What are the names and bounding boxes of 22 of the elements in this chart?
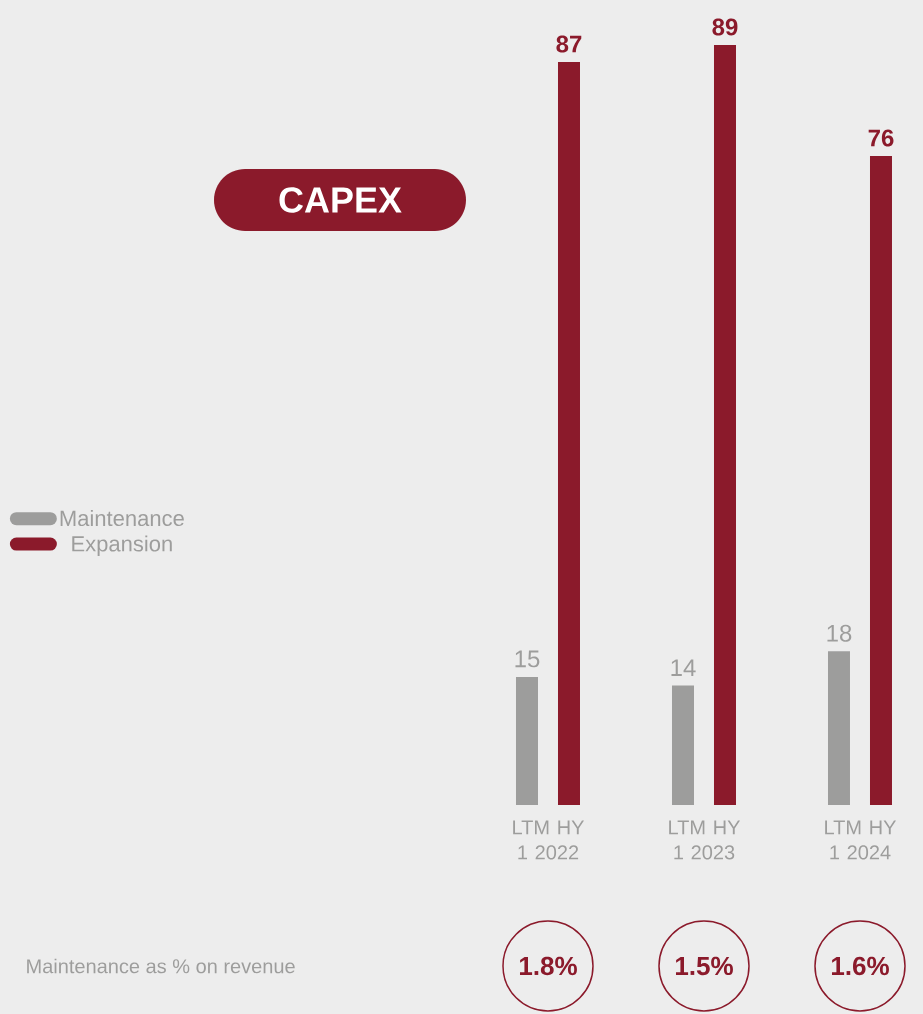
x-tick-label: LTM HY 1 2022 (513, 820, 585, 860)
legend-label: Maintenance (60, 509, 184, 527)
legend-label: Expansion (72, 535, 172, 556)
data-label: 14 (671, 659, 696, 676)
bar (515, 676, 538, 805)
bar (557, 62, 580, 805)
bar (827, 651, 850, 805)
data-label: 89 (712, 18, 738, 36)
bar (671, 685, 694, 805)
bar (869, 156, 892, 805)
data-label: 15 (515, 650, 540, 668)
text: 1.6% (831, 956, 889, 976)
x-tick-label: LTM HY 1 2023 (669, 820, 741, 860)
data-label: 76 (868, 129, 894, 147)
x-tick-label: LTM HY 1 2024 (825, 820, 897, 860)
data-label: 87 (556, 35, 582, 53)
text: 1.8% (519, 956, 577, 976)
data-label: 18 (827, 624, 852, 642)
bar (713, 45, 736, 805)
text: Maintenance as % on revenue (27, 958, 295, 974)
text: CAPEX (279, 187, 402, 213)
text: 1.5% (675, 956, 733, 976)
